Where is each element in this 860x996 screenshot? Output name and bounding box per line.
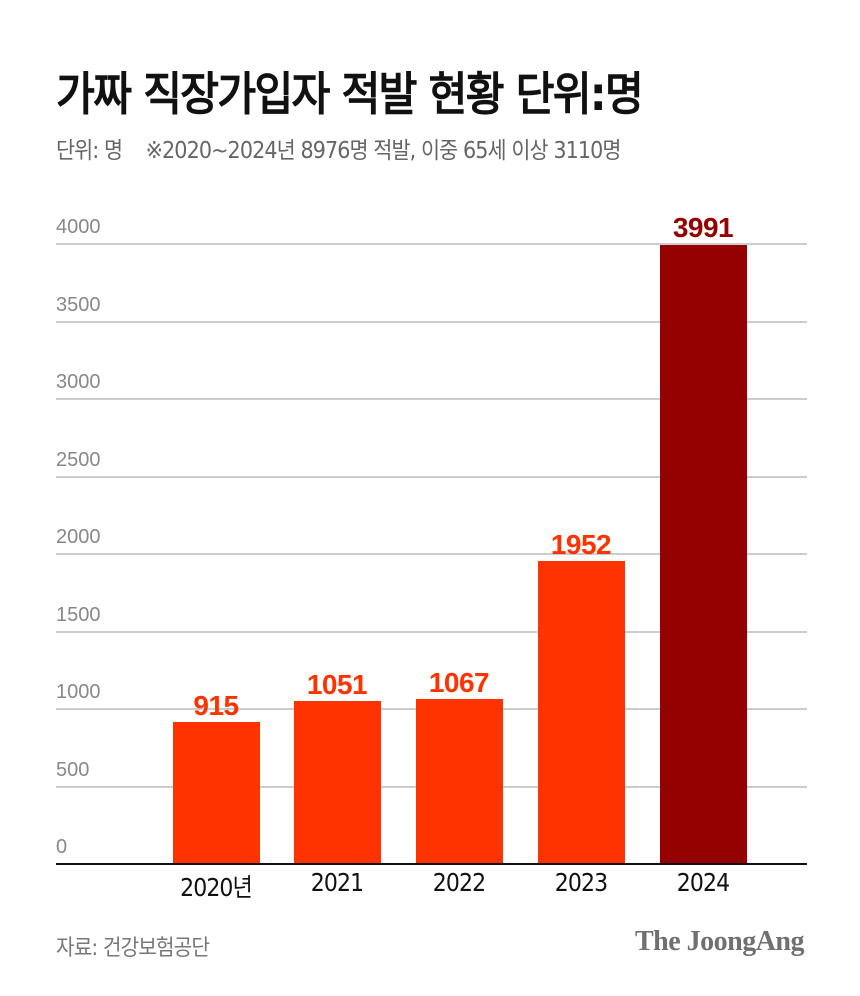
chart-title: 가짜 직장가입자 적발 현황 단위:명 bbox=[56, 67, 644, 121]
x-tick-label: 2023 bbox=[554, 868, 608, 897]
x-axis-line bbox=[56, 863, 807, 865]
y-tick-label: 2000 bbox=[56, 526, 101, 548]
y-tick-label: 4000 bbox=[56, 216, 101, 238]
x-tick-label: 2021 bbox=[310, 868, 364, 897]
brand-logo: The JoongAng bbox=[634, 926, 805, 957]
value-label-2021: 1051 bbox=[306, 669, 368, 700]
y-tick-label: 3500 bbox=[56, 294, 101, 316]
value-label-2023: 1952 bbox=[550, 529, 612, 560]
x-tick-label: 2022 bbox=[432, 868, 486, 897]
bar-2020 bbox=[173, 722, 260, 864]
y-tick-label: 2500 bbox=[56, 449, 101, 471]
x-tick-label: 2024 bbox=[676, 868, 730, 897]
y-tick-label: 500 bbox=[56, 759, 90, 781]
y-tick-label: 3000 bbox=[56, 371, 101, 393]
bar-2024 bbox=[660, 245, 747, 864]
gridline-3000 bbox=[56, 398, 807, 400]
data-source: 자료: 건강보험공단 bbox=[56, 936, 210, 961]
bar-2023 bbox=[538, 561, 625, 864]
gridline-1500 bbox=[56, 631, 807, 633]
chart-subtitle: 단위: 명 ※2020~2024년 8976명 적발, 이중 65세 이상 311… bbox=[56, 131, 621, 165]
gridline-4000 bbox=[56, 243, 807, 245]
value-label-2020: 915 bbox=[193, 690, 239, 721]
value-label-2022: 1067 bbox=[428, 667, 490, 698]
y-tick-label: 1500 bbox=[56, 604, 101, 626]
unit-label: 단위: 명 bbox=[56, 138, 123, 164]
gridline-2000 bbox=[56, 553, 807, 555]
gridline-3500 bbox=[56, 321, 807, 323]
x-tick-label: 2020년 bbox=[180, 873, 253, 902]
gridline-2500 bbox=[56, 476, 807, 478]
bar-2022 bbox=[416, 699, 503, 864]
value-label-2024: 3991 bbox=[672, 212, 734, 243]
y-tick-label: 1000 bbox=[56, 681, 101, 703]
y-tick-label: 0 bbox=[56, 836, 68, 858]
summary-note: ※2020~2024년 8976명 적발, 이중 65세 이상 3110명 bbox=[145, 138, 622, 164]
bar-2021 bbox=[294, 701, 381, 864]
